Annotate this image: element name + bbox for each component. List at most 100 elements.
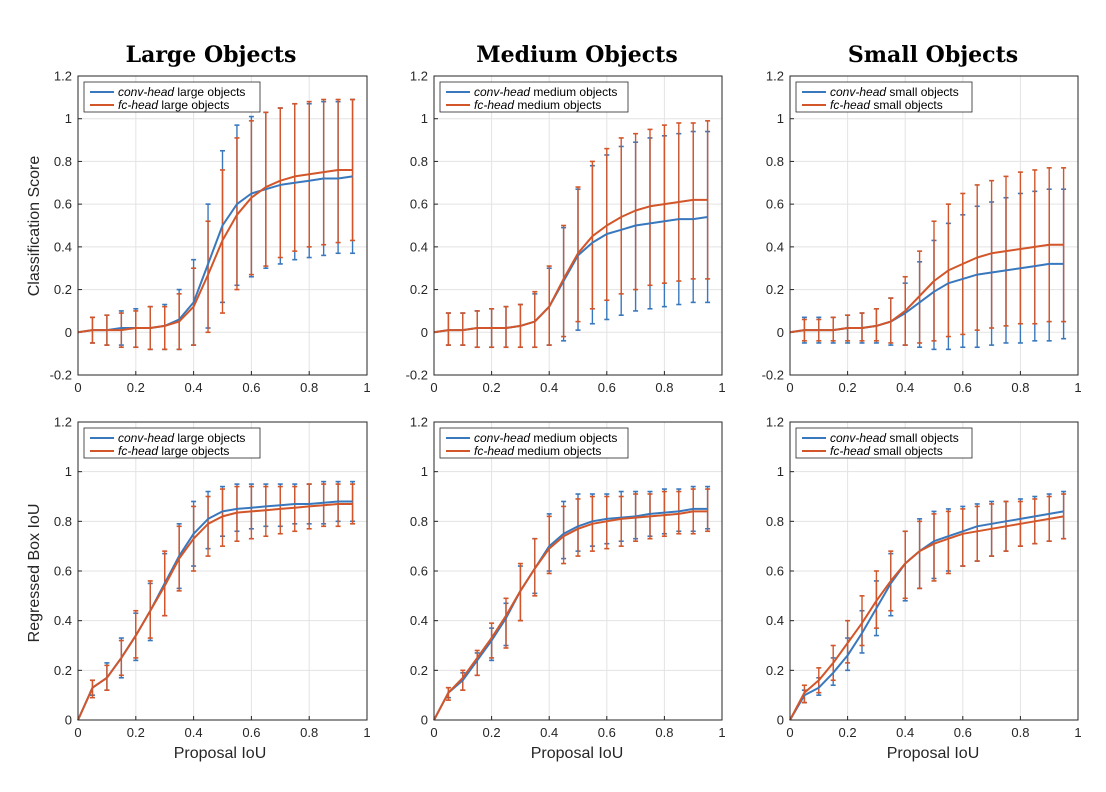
tick-label-y: 0.8 [54, 514, 72, 529]
tick-label-y: 1.2 [410, 69, 428, 84]
tick-label-y: 1.2 [54, 69, 72, 84]
legend-label-conv-head: conv-head medium objects [474, 85, 617, 99]
panel-iou-1: 0 0.2 0.4 0.6 0.8 1 0 0.2 0.4 0.6 0.8 1 1.2 conv-head… [410, 415, 726, 741]
legend-label-conv-head: conv-head medium objects [474, 431, 617, 445]
panel-score-2: 0 0.2 0.4 0.6 0.8 1-0.200.20.40.60.811.2conv-… [762, 69, 1082, 396]
panels: 0 0.2 0.4 0.6 0.8 1-0.200.20.40.60.811.2conv-… [50, 69, 1082, 741]
series-line-conv-head [77, 175, 353, 334]
tick-label-y: 0 [777, 713, 784, 728]
error-bar [873, 307, 879, 342]
legend-box [795, 81, 973, 113]
error-bar [474, 649, 480, 677]
axes-frame [77, 421, 368, 721]
tick-label-x: 0.8 [655, 380, 673, 395]
tick-label-y: 0.2 [54, 663, 72, 678]
tick-label-x: 0 [430, 725, 437, 740]
tick-label-y: 0.6 [410, 564, 428, 579]
tick-label-y: 0.6 [410, 197, 428, 212]
tick-label-y: 0.6 [54, 197, 72, 212]
error-bar [705, 488, 711, 533]
tick-label-x: 1 [363, 725, 370, 740]
series-line-fc-head [789, 243, 1064, 334]
tick-label-y: -0.2 [762, 368, 784, 383]
tick-label-y: 1.2 [766, 69, 784, 84]
error-bar [335, 483, 341, 528]
xlabel-proposal-iou-small: Proposal IoU [887, 745, 980, 762]
tick-label-y: 0 [421, 713, 428, 728]
error-bar [1017, 171, 1023, 325]
error-bar [859, 595, 865, 647]
tick-label-y: 1.2 [410, 415, 428, 430]
tick-label-x: 0.6 [598, 725, 616, 740]
error-bar [292, 485, 298, 533]
legend-box [439, 81, 629, 113]
tick-label-y: 0.8 [410, 154, 428, 169]
tick-label-y: 0 [421, 325, 428, 340]
error-bar [604, 495, 610, 550]
ylabel-classification-score: Classification Score [26, 156, 43, 297]
tick-label-x: 1 [1074, 725, 1081, 740]
panel-iou-2: 0 0.2 0.4 0.6 0.8 1 0 0.2 0.4 0.6 0.8 1 1.2 conv-head… [766, 415, 1082, 741]
tick-label-y: 0 [777, 325, 784, 340]
tick-label-y: 0.2 [766, 663, 784, 678]
title-medium-objects: Medium Objects [476, 42, 677, 68]
tick-label-x: 0.4 [185, 380, 203, 395]
tick-label-y: 1.2 [766, 415, 784, 430]
error-bar [960, 508, 966, 567]
error-bar [263, 485, 269, 538]
error-bar [917, 520, 923, 590]
tick-label-x: 0.4 [540, 725, 558, 740]
tick-label-y: 0.6 [766, 564, 784, 579]
tick-label-x: 0.6 [242, 725, 260, 740]
tick-label-y: 0.2 [410, 663, 428, 678]
error-bar [647, 128, 653, 287]
tick-label-y: 1 [421, 464, 428, 479]
tick-label-x: 1 [718, 380, 725, 395]
tick-label-x: 0 [786, 725, 793, 740]
legend-label-fc-head: fc-head large objects [118, 444, 229, 458]
error-bar [277, 107, 283, 259]
tick-label-x: 0.6 [242, 380, 260, 395]
tick-label-x: 0.8 [300, 725, 318, 740]
tick-label-y: 0.4 [54, 239, 72, 254]
legend-label-conv-head: conv-head small objects [830, 431, 959, 445]
tick-label-y: 0.2 [410, 282, 428, 297]
tick-label-y: 1 [65, 111, 72, 126]
tick-label-x: 0.4 [540, 380, 558, 395]
tick-label-x: 0.2 [127, 380, 145, 395]
error-bar [618, 137, 624, 295]
ylabel-regressed-box-iou: Regressed Box IoU [26, 504, 43, 643]
tick-label-x: 1 [718, 725, 725, 740]
tick-label-y: 0.6 [54, 564, 72, 579]
tick-label-x: 1 [363, 380, 370, 395]
legend-box [83, 81, 261, 113]
title-large-objects: Large Objects [126, 42, 297, 68]
legend-label-fc-head: fc-head small objects [830, 98, 943, 112]
error-bar [830, 316, 836, 342]
tick-label-x: 0 [786, 380, 793, 395]
tick-label-x: 0.4 [896, 725, 914, 740]
title-small-objects: Small Objects [848, 42, 1018, 68]
legend-box [83, 427, 261, 459]
tick-label-y: 0.8 [54, 154, 72, 169]
series-line-fc-head [433, 510, 708, 721]
legend-label-fc-head: fc-head large objects [118, 98, 229, 112]
xlabel-proposal-iou-large: Proposal IoU [174, 745, 267, 762]
legend-label-fc-head: fc-head medium objects [474, 444, 601, 458]
tick-label-x: 0.6 [954, 725, 972, 740]
tick-label-y: 0.8 [766, 514, 784, 529]
tick-label-x: 0.2 [127, 725, 145, 740]
error-bar [618, 495, 624, 547]
tick-label-y: 1 [421, 111, 428, 126]
legend-label-fc-head: fc-head medium objects [474, 98, 601, 112]
tick-label-x: 0 [74, 380, 81, 395]
tick-label-x: 0.8 [655, 725, 673, 740]
legend-label-conv-head: conv-head large objects [118, 85, 245, 99]
error-bar [277, 485, 283, 535]
error-bar [133, 310, 139, 349]
tick-label-y: 0.8 [766, 154, 784, 169]
